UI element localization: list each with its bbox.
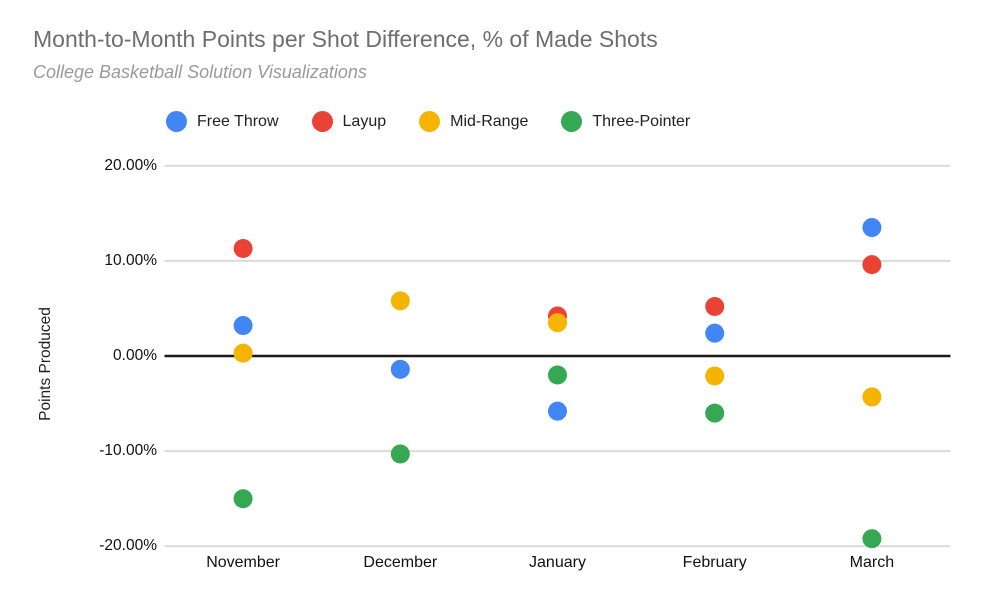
point-free-throw-february — [705, 323, 725, 343]
x-tick-label-november: November — [206, 554, 280, 571]
point-mid-range-november — [233, 343, 253, 363]
legend-dot-icon — [561, 111, 583, 132]
legend-label: Three-Pointer — [592, 112, 691, 130]
x-tick-label-february: February — [682, 554, 747, 571]
legend-dot-icon — [419, 111, 441, 132]
y-tick-label: -20.00% — [99, 537, 157, 555]
point-free-throw-march — [862, 218, 882, 238]
point-three-pointer-december — [390, 444, 410, 464]
point-layup-february — [705, 297, 725, 317]
point-mid-range-january — [548, 313, 567, 333]
x-tick-label-march: March — [849, 554, 895, 571]
legend-label: Layup — [342, 112, 387, 130]
chart-title: Month-to-Month Points per Shot Differenc… — [33, 26, 658, 52]
y-axis-title: Points Produced — [37, 307, 54, 421]
point-mid-range-february — [705, 366, 725, 386]
point-three-pointer-february — [705, 403, 725, 423]
y-tick-label: 20.00% — [104, 156, 157, 174]
point-layup-march — [862, 255, 882, 275]
point-free-throw-november — [233, 316, 253, 336]
legend-label: Mid-Range — [450, 112, 529, 130]
point-three-pointer-january — [548, 365, 567, 385]
legend-dot-icon — [311, 111, 333, 132]
x-tick-label-december: December — [363, 554, 438, 571]
point-free-throw-january — [548, 401, 567, 421]
legend-item-free-throw: Free Throw — [166, 111, 279, 132]
legend-item-layup: Layup — [311, 111, 387, 132]
legend-item-mid-range: Mid-Range — [419, 111, 528, 132]
legend-item-three-pointer: Three-Pointer — [561, 111, 690, 132]
chart-subtitle: College Basketball Solution Visualizatio… — [33, 62, 367, 82]
y-tick-label: -10.00% — [99, 442, 157, 460]
legend-dot-icon — [166, 111, 187, 132]
point-mid-range-december — [390, 291, 410, 311]
point-layup-november — [233, 238, 253, 258]
y-tick-label: 0.00% — [113, 347, 157, 364]
point-mid-range-march — [862, 387, 882, 407]
point-free-throw-december — [390, 359, 410, 379]
point-three-pointer-november — [233, 489, 253, 509]
y-tick-label: 10.00% — [104, 251, 157, 269]
legend: Free Throw Layup Mid-Range Three-Pointer — [166, 111, 690, 132]
x-tick-label-january: January — [529, 554, 586, 571]
legend-label: Free Throw — [197, 112, 279, 130]
point-three-pointer-march — [862, 529, 882, 549]
